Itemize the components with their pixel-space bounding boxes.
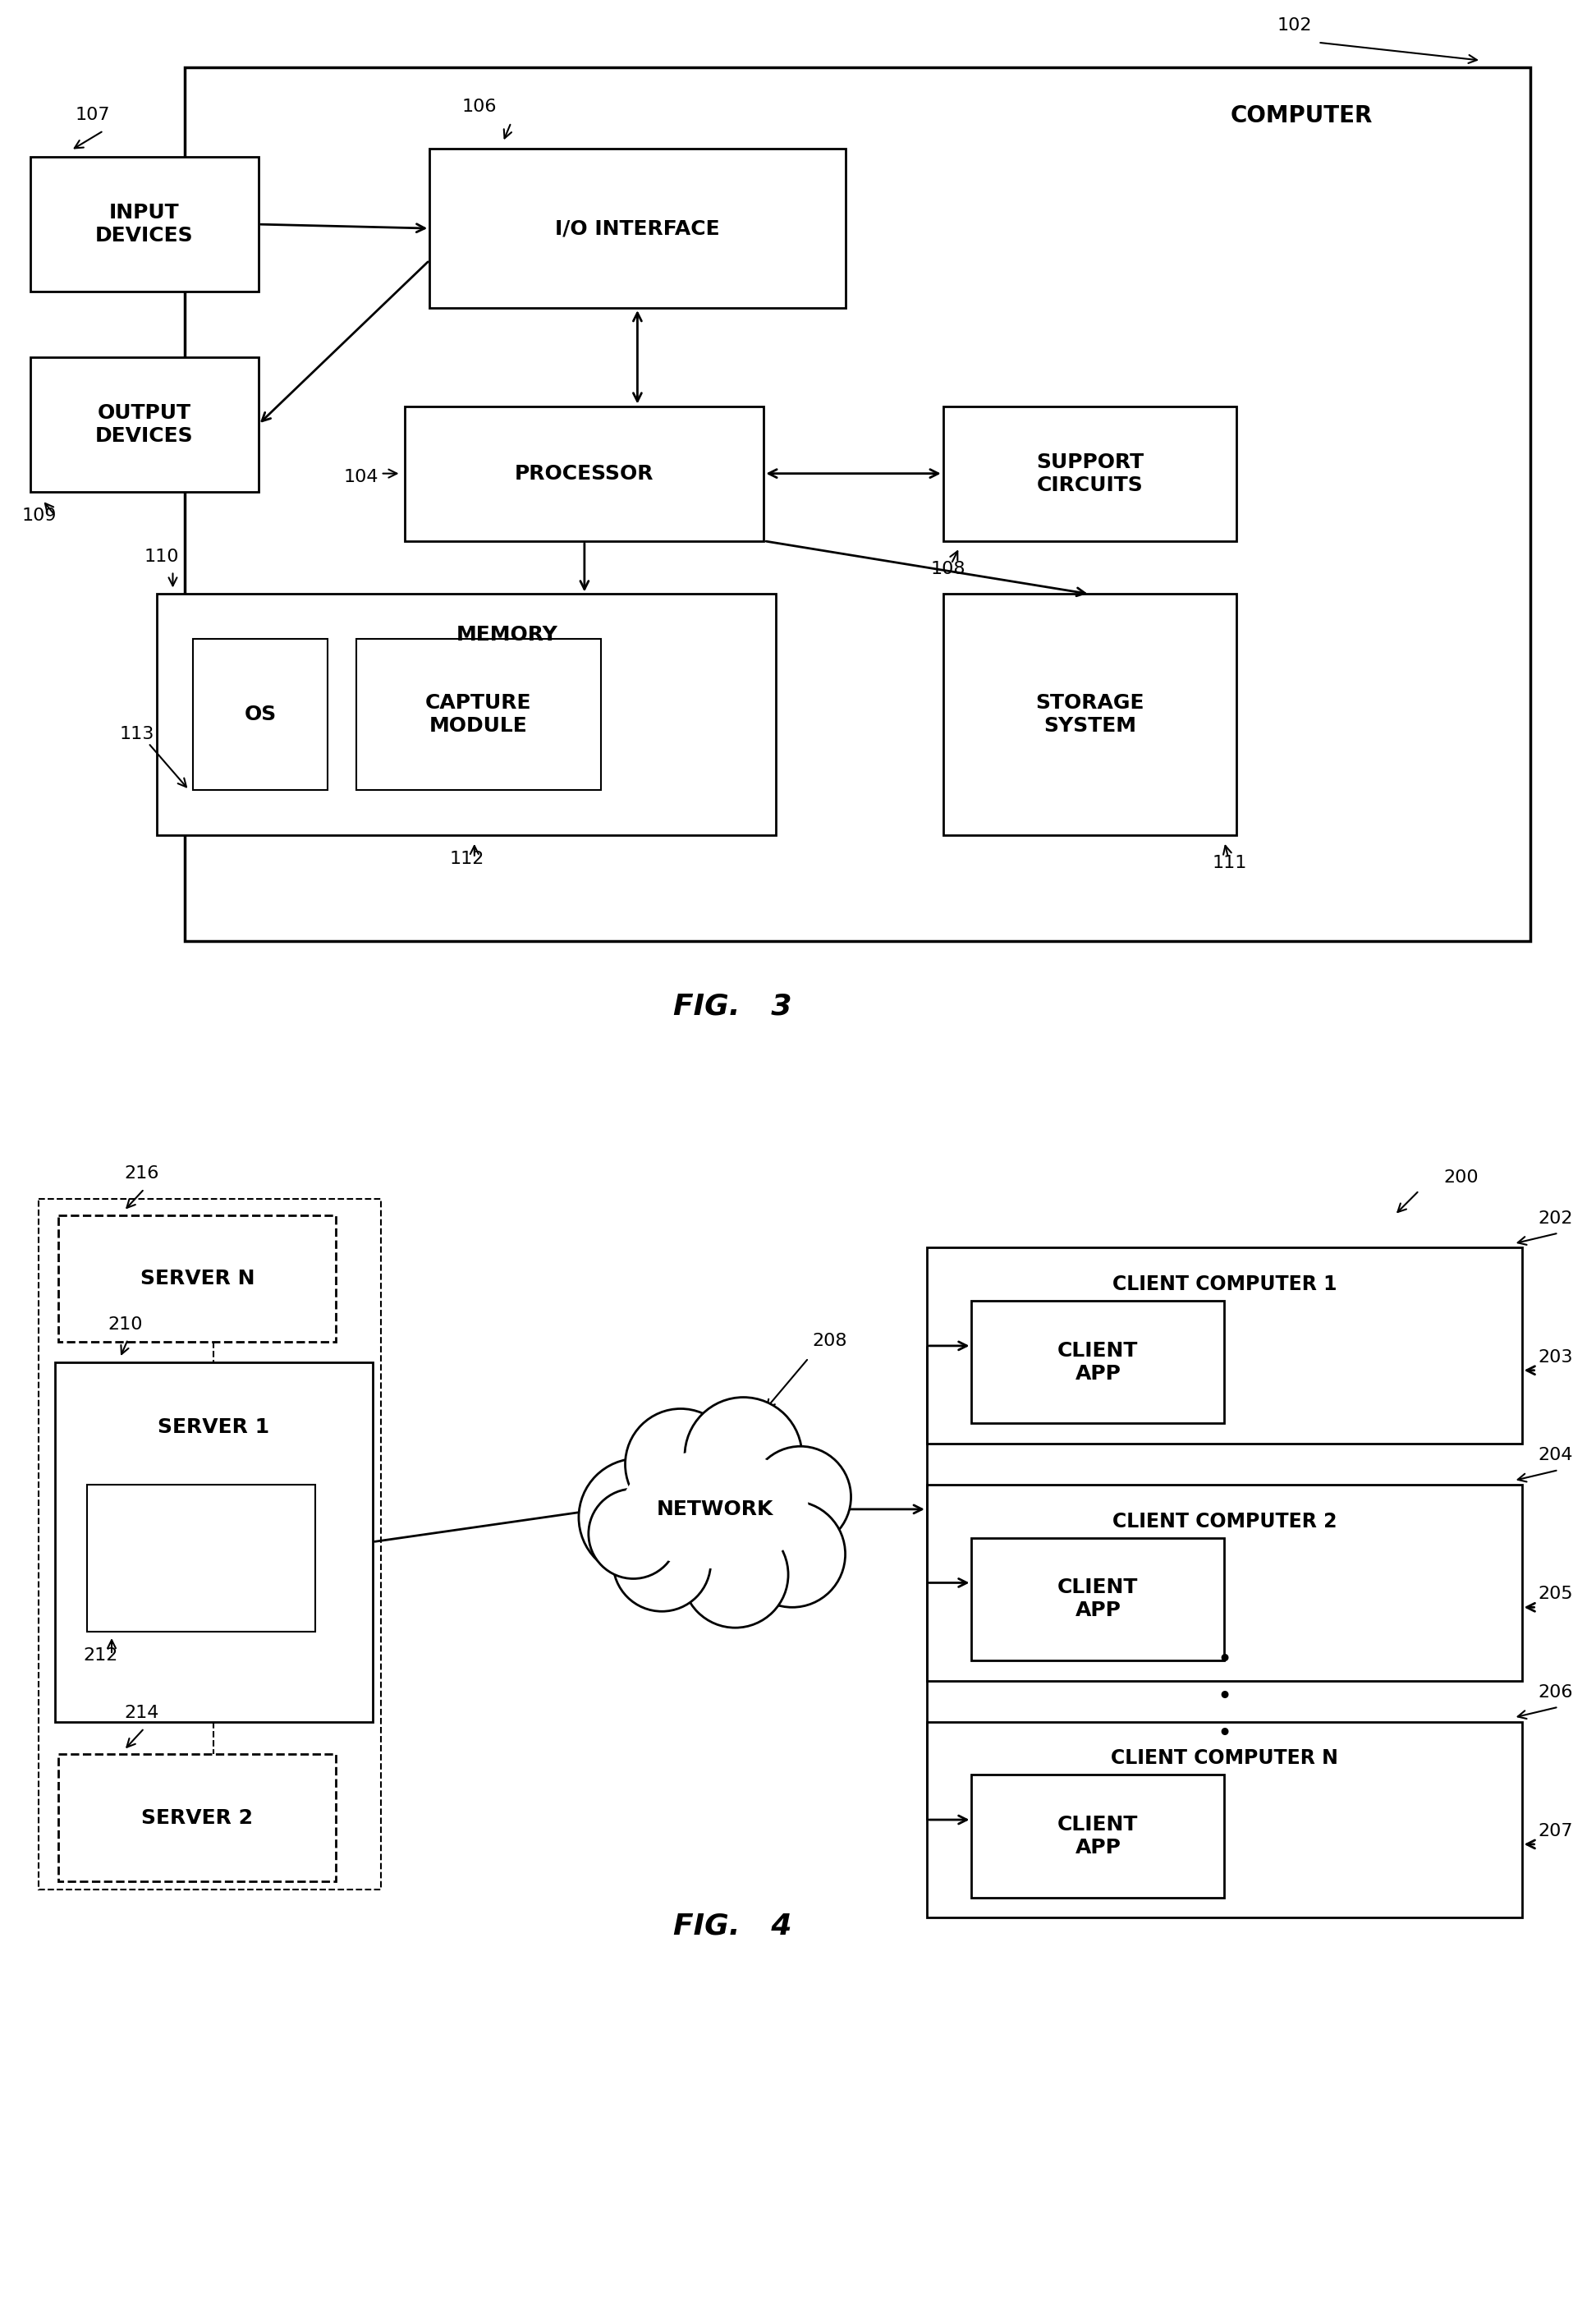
Bar — [927, 1248, 1523, 1445]
Circle shape — [681, 1521, 788, 1628]
Text: CLIENT COMPUTER 1: CLIENT COMPUTER 1 — [1112, 1275, 1336, 1294]
Bar — [30, 357, 259, 492]
Text: OS: OS — [244, 705, 276, 724]
Text: 210: 210 — [107, 1317, 142, 1333]
Text: 214: 214 — [124, 1704, 158, 1721]
Circle shape — [579, 1459, 696, 1577]
Bar — [927, 1721, 1523, 1918]
Text: CLIENT COMPUTER N: CLIENT COMPUTER N — [1111, 1749, 1337, 1769]
Text: CLIENT
APP: CLIENT APP — [1058, 1340, 1138, 1384]
Text: 110: 110 — [144, 547, 179, 564]
Text: 212: 212 — [83, 1646, 118, 1663]
Bar — [429, 148, 846, 308]
Text: I/O INTERFACE: I/O INTERFACE — [555, 218, 720, 239]
Circle shape — [626, 1408, 736, 1519]
Text: 102: 102 — [1277, 16, 1312, 32]
Text: •: • — [1216, 1686, 1232, 1709]
Bar — [59, 1215, 335, 1343]
Bar — [972, 1301, 1224, 1424]
Bar — [927, 1484, 1523, 1681]
Ellipse shape — [605, 1438, 825, 1582]
Text: 203: 203 — [1539, 1350, 1574, 1366]
Circle shape — [613, 1514, 710, 1612]
Text: 208: 208 — [812, 1333, 847, 1350]
Text: 204: 204 — [1539, 1447, 1574, 1463]
Bar — [972, 1774, 1224, 1897]
Text: COMPUTER: COMPUTER — [1231, 104, 1373, 128]
Text: •: • — [1216, 1723, 1232, 1746]
Text: SERVER 1: SERVER 1 — [158, 1417, 270, 1438]
Circle shape — [750, 1447, 851, 1547]
Text: 106: 106 — [463, 100, 496, 116]
Text: SERVER 2: SERVER 2 — [142, 1809, 254, 1827]
Text: 104: 104 — [345, 468, 378, 485]
Circle shape — [739, 1500, 846, 1607]
Text: 112: 112 — [450, 851, 485, 867]
Text: NETWORK: NETWORK — [656, 1500, 774, 1519]
Text: MEMORY: MEMORY — [456, 626, 559, 645]
Text: CLIENT COMPUTER 2: CLIENT COMPUTER 2 — [1112, 1512, 1336, 1531]
Text: 111: 111 — [1211, 856, 1246, 872]
Circle shape — [589, 1489, 678, 1579]
Text: 200: 200 — [1443, 1169, 1478, 1185]
Bar — [943, 594, 1237, 835]
Bar — [88, 1484, 316, 1633]
Bar — [59, 1755, 335, 1881]
Text: OUTPUT
DEVICES: OUTPUT DEVICES — [96, 404, 193, 445]
Text: 205: 205 — [1539, 1586, 1574, 1602]
Text: 216: 216 — [124, 1164, 158, 1183]
Bar — [185, 67, 1531, 942]
Text: CLIENT
APP: CLIENT APP — [1058, 1816, 1138, 1858]
Bar — [356, 640, 600, 791]
Text: FIG.   4: FIG. 4 — [674, 1911, 792, 1941]
Text: 207: 207 — [1539, 1823, 1574, 1839]
Ellipse shape — [621, 1449, 809, 1568]
Text: 108: 108 — [930, 561, 966, 577]
Text: SUPPORT
CIRCUITS: SUPPORT CIRCUITS — [1036, 452, 1144, 494]
Bar — [38, 1199, 381, 1890]
Bar — [30, 158, 259, 292]
Text: 113: 113 — [120, 726, 155, 742]
Text: •: • — [1216, 1649, 1232, 1672]
Bar — [54, 1361, 372, 1721]
Text: INPUT
DEVICES: INPUT DEVICES — [96, 204, 193, 246]
Text: STORAGE
SYSTEM: STORAGE SYSTEM — [1036, 693, 1144, 735]
Bar — [405, 406, 764, 540]
Bar — [193, 640, 327, 791]
Circle shape — [685, 1398, 803, 1514]
Bar — [943, 406, 1237, 540]
Bar — [972, 1537, 1224, 1660]
Text: FIG.   3: FIG. 3 — [674, 993, 792, 1020]
Text: 206: 206 — [1539, 1684, 1574, 1700]
Text: CAPTURE
MODULE: CAPTURE MODULE — [425, 693, 531, 735]
Bar — [156, 594, 776, 835]
Text: CLIENT
APP: CLIENT APP — [1058, 1577, 1138, 1621]
Text: SERVER N: SERVER N — [140, 1268, 254, 1289]
Text: 109: 109 — [22, 508, 57, 524]
Text: PROCESSOR: PROCESSOR — [516, 464, 654, 482]
Text: 107: 107 — [75, 107, 110, 123]
Text: 202: 202 — [1539, 1211, 1574, 1227]
